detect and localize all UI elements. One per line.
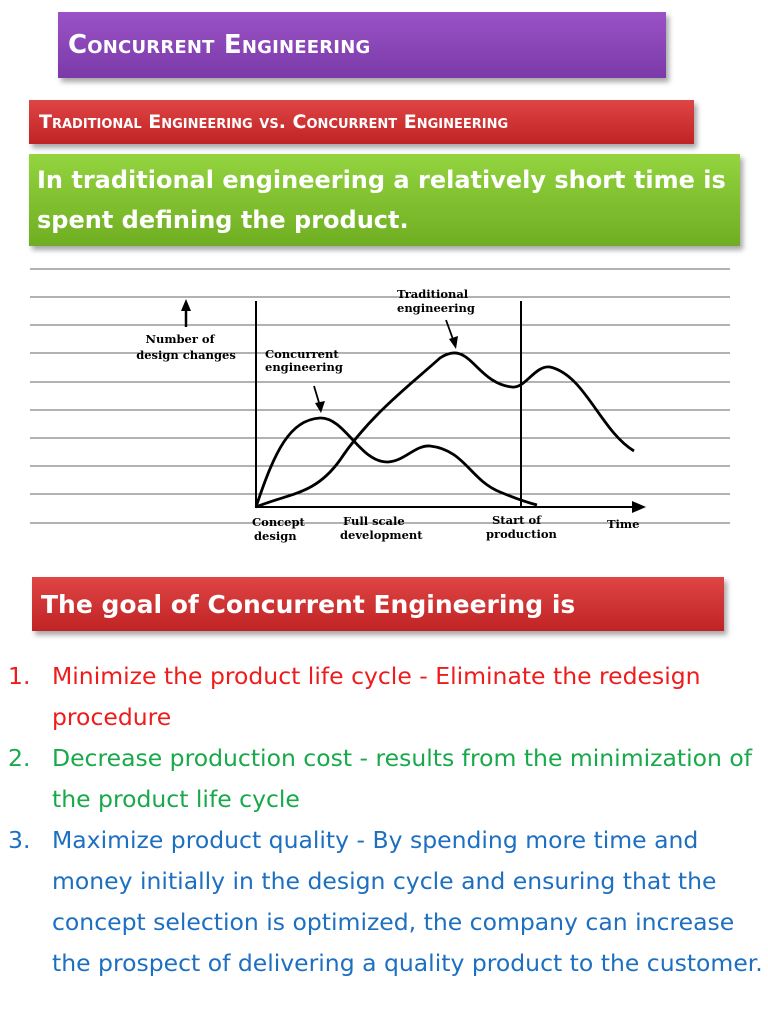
goal-text: Minimize the product life cycle - Elimin… — [52, 662, 701, 731]
concurrent-label-line1: Concurrent — [265, 347, 339, 361]
goal-number: 2. — [8, 744, 31, 772]
x-label-concept-line2: design — [254, 529, 297, 543]
x-label-fullscale-line1: Full scale — [343, 514, 405, 528]
goal-number: 3. — [8, 826, 31, 854]
traditional-label-line2: engineering — [397, 301, 475, 315]
goal-text: Maximize product quality - By spending m… — [52, 826, 763, 977]
goal-heading: The goal of Concurrent Engineering is — [32, 577, 724, 631]
x-axis-arrowhead — [632, 501, 646, 513]
intro-text: In traditional engineering a relatively … — [29, 154, 740, 246]
x-label-production-line1: Start of — [492, 513, 542, 527]
ruled-lines — [30, 268, 730, 524]
x-label-concept-line1: Concept — [252, 515, 306, 529]
goal-item: 2. Decrease production cost - results fr… — [0, 738, 768, 820]
goal-item: 3. Maximize product quality - By spendin… — [0, 820, 768, 984]
y-axis-label-line2: design changes — [136, 348, 236, 362]
goal-item: 1. Minimize the product life cycle - Eli… — [0, 656, 768, 738]
concurrent-engineering-curve — [254, 416, 538, 508]
concurrent-label-line2: engineering — [265, 360, 343, 374]
goal-list: 1. Minimize the product life cycle - Eli… — [0, 656, 768, 984]
comparison-heading: Traditional Engineering vs. Concurrent E… — [29, 100, 694, 144]
slide-title: Concurrent Engineering — [58, 12, 666, 78]
goal-text: Decrease production cost - results from … — [52, 744, 753, 813]
y-axis-label-line1: Number of — [145, 332, 215, 346]
traditional-engineering-curve — [255, 351, 635, 509]
x-label-production-line2: production — [486, 527, 558, 541]
concurrent-pointer-arrow — [313, 385, 325, 413]
traditional-pointer-arrow — [445, 319, 458, 349]
design-changes-diagram: Number of design changes Concurrent engi… — [30, 268, 730, 543]
y-axis-arrow — [181, 299, 191, 327]
x-label-time: Time — [607, 517, 639, 531]
goal-number: 1. — [8, 662, 31, 690]
x-label-fullscale-line2: development — [340, 528, 423, 542]
traditional-label-line1: Traditional — [397, 287, 469, 301]
